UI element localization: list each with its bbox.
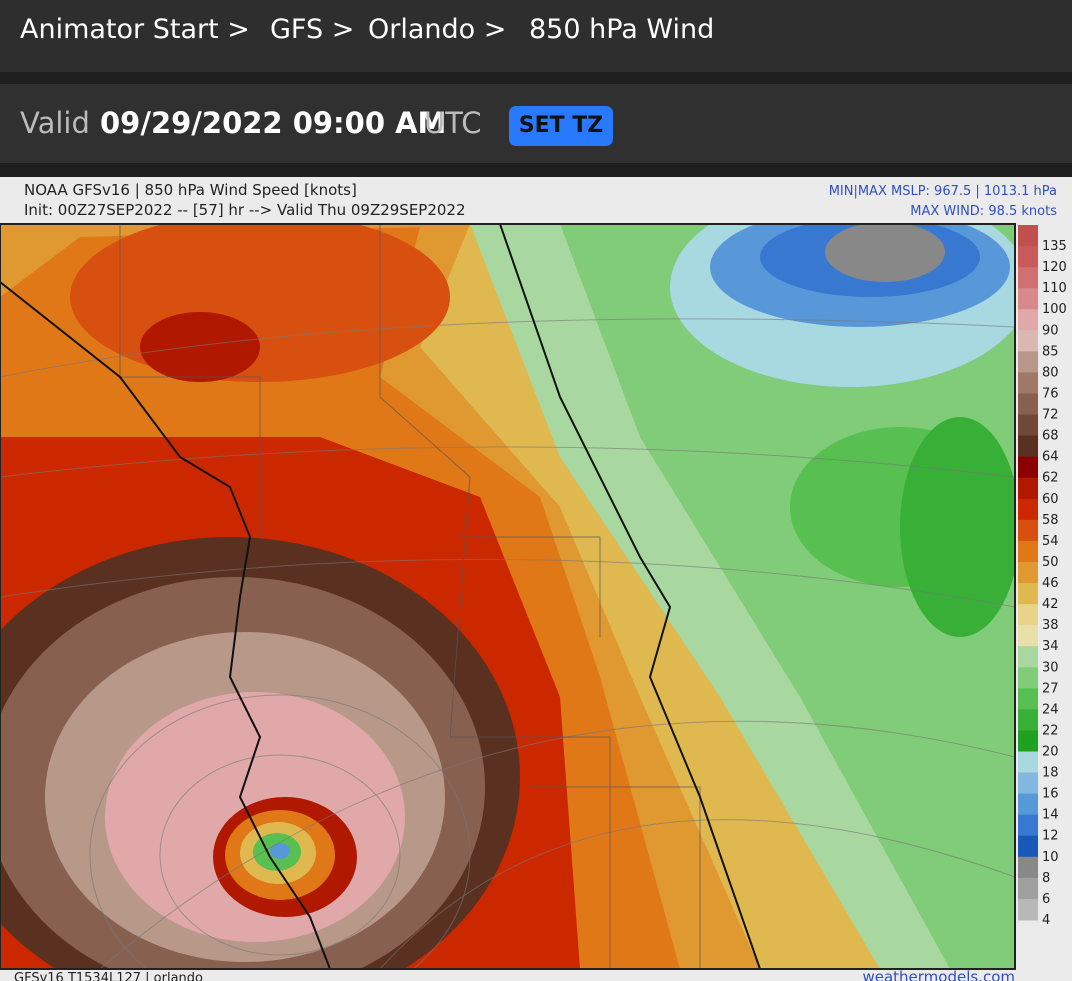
colorbar-swatch — [1018, 477, 1038, 500]
colorbar-swatch — [1018, 414, 1038, 437]
breadcrumb-link[interactable]: GFS > — [270, 14, 355, 45]
colorbar-swatch — [1018, 751, 1038, 774]
colorbar-label: 46 — [1042, 576, 1059, 591]
colorbar-label: 27 — [1042, 681, 1059, 696]
colorbar-label: 38 — [1042, 618, 1059, 633]
colorbar-label: 42 — [1042, 597, 1059, 612]
colorbar-swatch — [1018, 772, 1038, 795]
map-init: Init: 00Z27SEP2022 -- [57] hr --> Valid … — [24, 201, 466, 219]
valid-bar: Valid 09/29/2022 09:00 AM UTC — [0, 84, 1072, 163]
colorbar-swatch — [1018, 498, 1038, 521]
colorbar: 1351201101009085807672686462605854504642… — [1018, 225, 1067, 928]
colorbar-swatch — [1018, 267, 1038, 289]
colorbar-label: 10 — [1042, 850, 1059, 865]
breadcrumb-link[interactable]: Orlando > — [368, 14, 507, 45]
colorbar-label: 64 — [1042, 450, 1059, 465]
breadcrumb-bar: Animator Start > GFS > Orlando > 850 hPa… — [0, 0, 1072, 72]
colorbar-swatch — [1018, 435, 1038, 458]
max-wind-info: MAX WIND: 98.5 knots — [910, 204, 1057, 219]
colorbar-swatch — [1018, 604, 1038, 626]
colorbar-label: 22 — [1042, 723, 1059, 738]
valid-datetime: 09/29/2022 09:00 AM — [100, 106, 447, 140]
colorbar-swatch — [1018, 309, 1038, 331]
colorbar-swatch — [1018, 351, 1038, 373]
colorbar-swatch — [1018, 688, 1038, 710]
colorbar-label: 90 — [1042, 323, 1059, 338]
colorbar-label: 14 — [1042, 808, 1059, 823]
colorbar-label: 24 — [1042, 702, 1059, 717]
colorbar-swatch — [1018, 625, 1038, 647]
set-tz-button[interactable]: SET TZ — [509, 106, 613, 146]
colorbar-label: 100 — [1042, 302, 1067, 317]
footer-right: weathermodels.com — [862, 968, 1015, 981]
mslp-info: MIN|MAX MSLP: 967.5 | 1013.1 hPa — [829, 184, 1057, 199]
colorbar-label: 120 — [1042, 260, 1067, 275]
colorbar-label: 80 — [1042, 365, 1059, 380]
colorbar-swatch — [1018, 898, 1038, 921]
colorbar-swatch — [1018, 393, 1038, 416]
colorbar-label: 58 — [1042, 513, 1059, 528]
colorbar-label: 4 — [1042, 913, 1050, 928]
map-frame — [0, 223, 1016, 970]
colorbar-label: 54 — [1042, 534, 1059, 549]
timezone: UTC — [424, 106, 482, 140]
colorbar-swatch — [1018, 709, 1038, 731]
colorbar-swatch — [1018, 730, 1038, 752]
colorbar-label: 30 — [1042, 660, 1059, 675]
breadcrumb-current: 850 hPa Wind — [529, 14, 715, 45]
colorbar-swatch — [1018, 330, 1038, 352]
footer-left: GFSv16 T1534L127 | orlando — [14, 971, 203, 981]
colorbar-label: 50 — [1042, 555, 1059, 570]
colorbar-label: 8 — [1042, 871, 1050, 886]
map-title: NOAA GFSv16 | 850 hPa Wind Speed [knots] — [24, 181, 357, 199]
colorbar-swatch — [1018, 814, 1038, 837]
colorbar-label: 68 — [1042, 429, 1059, 444]
colorbar-swatch — [1018, 835, 1038, 858]
colorbar-swatch — [1018, 583, 1038, 605]
colorbar-label: 72 — [1042, 408, 1059, 423]
weather-map: NOAA GFSv16 | 850 hPa Wind Speed [knots]… — [0, 177, 1072, 981]
colorbar-label: 12 — [1042, 829, 1059, 844]
colorbar-swatch — [1018, 225, 1038, 247]
colorbar-swatch — [1018, 877, 1038, 900]
colorbar-label: 135 — [1042, 239, 1067, 254]
valid-label: Valid — [20, 106, 90, 140]
colorbar-swatch — [1018, 793, 1038, 816]
colorbar-swatch — [1018, 372, 1038, 394]
colorbar-label: 34 — [1042, 639, 1059, 654]
colorbar-label: 18 — [1042, 766, 1059, 781]
colorbar-swatch — [1018, 856, 1038, 879]
colorbar-swatch — [1018, 561, 1038, 584]
colorbar-label: 60 — [1042, 492, 1059, 507]
colorbar-label: 62 — [1042, 471, 1059, 486]
colorbar-swatch — [1018, 540, 1038, 563]
map-field — [0, 224, 1015, 969]
colorbar-label: 110 — [1042, 281, 1067, 296]
colorbar-swatch — [1018, 456, 1038, 479]
colorbar-swatch — [1018, 519, 1038, 542]
colorbar-swatch — [1018, 288, 1038, 310]
colorbar-label: 16 — [1042, 787, 1059, 802]
breadcrumb-link[interactable]: Animator Start > — [20, 14, 250, 45]
colorbar-label: 20 — [1042, 745, 1059, 760]
colorbar-swatch — [1018, 246, 1038, 268]
colorbar-swatch — [1018, 667, 1038, 689]
colorbar-label: 76 — [1042, 386, 1059, 401]
colorbar-swatch — [1018, 646, 1038, 668]
colorbar-label: 6 — [1042, 892, 1050, 907]
colorbar-label: 85 — [1042, 344, 1059, 359]
